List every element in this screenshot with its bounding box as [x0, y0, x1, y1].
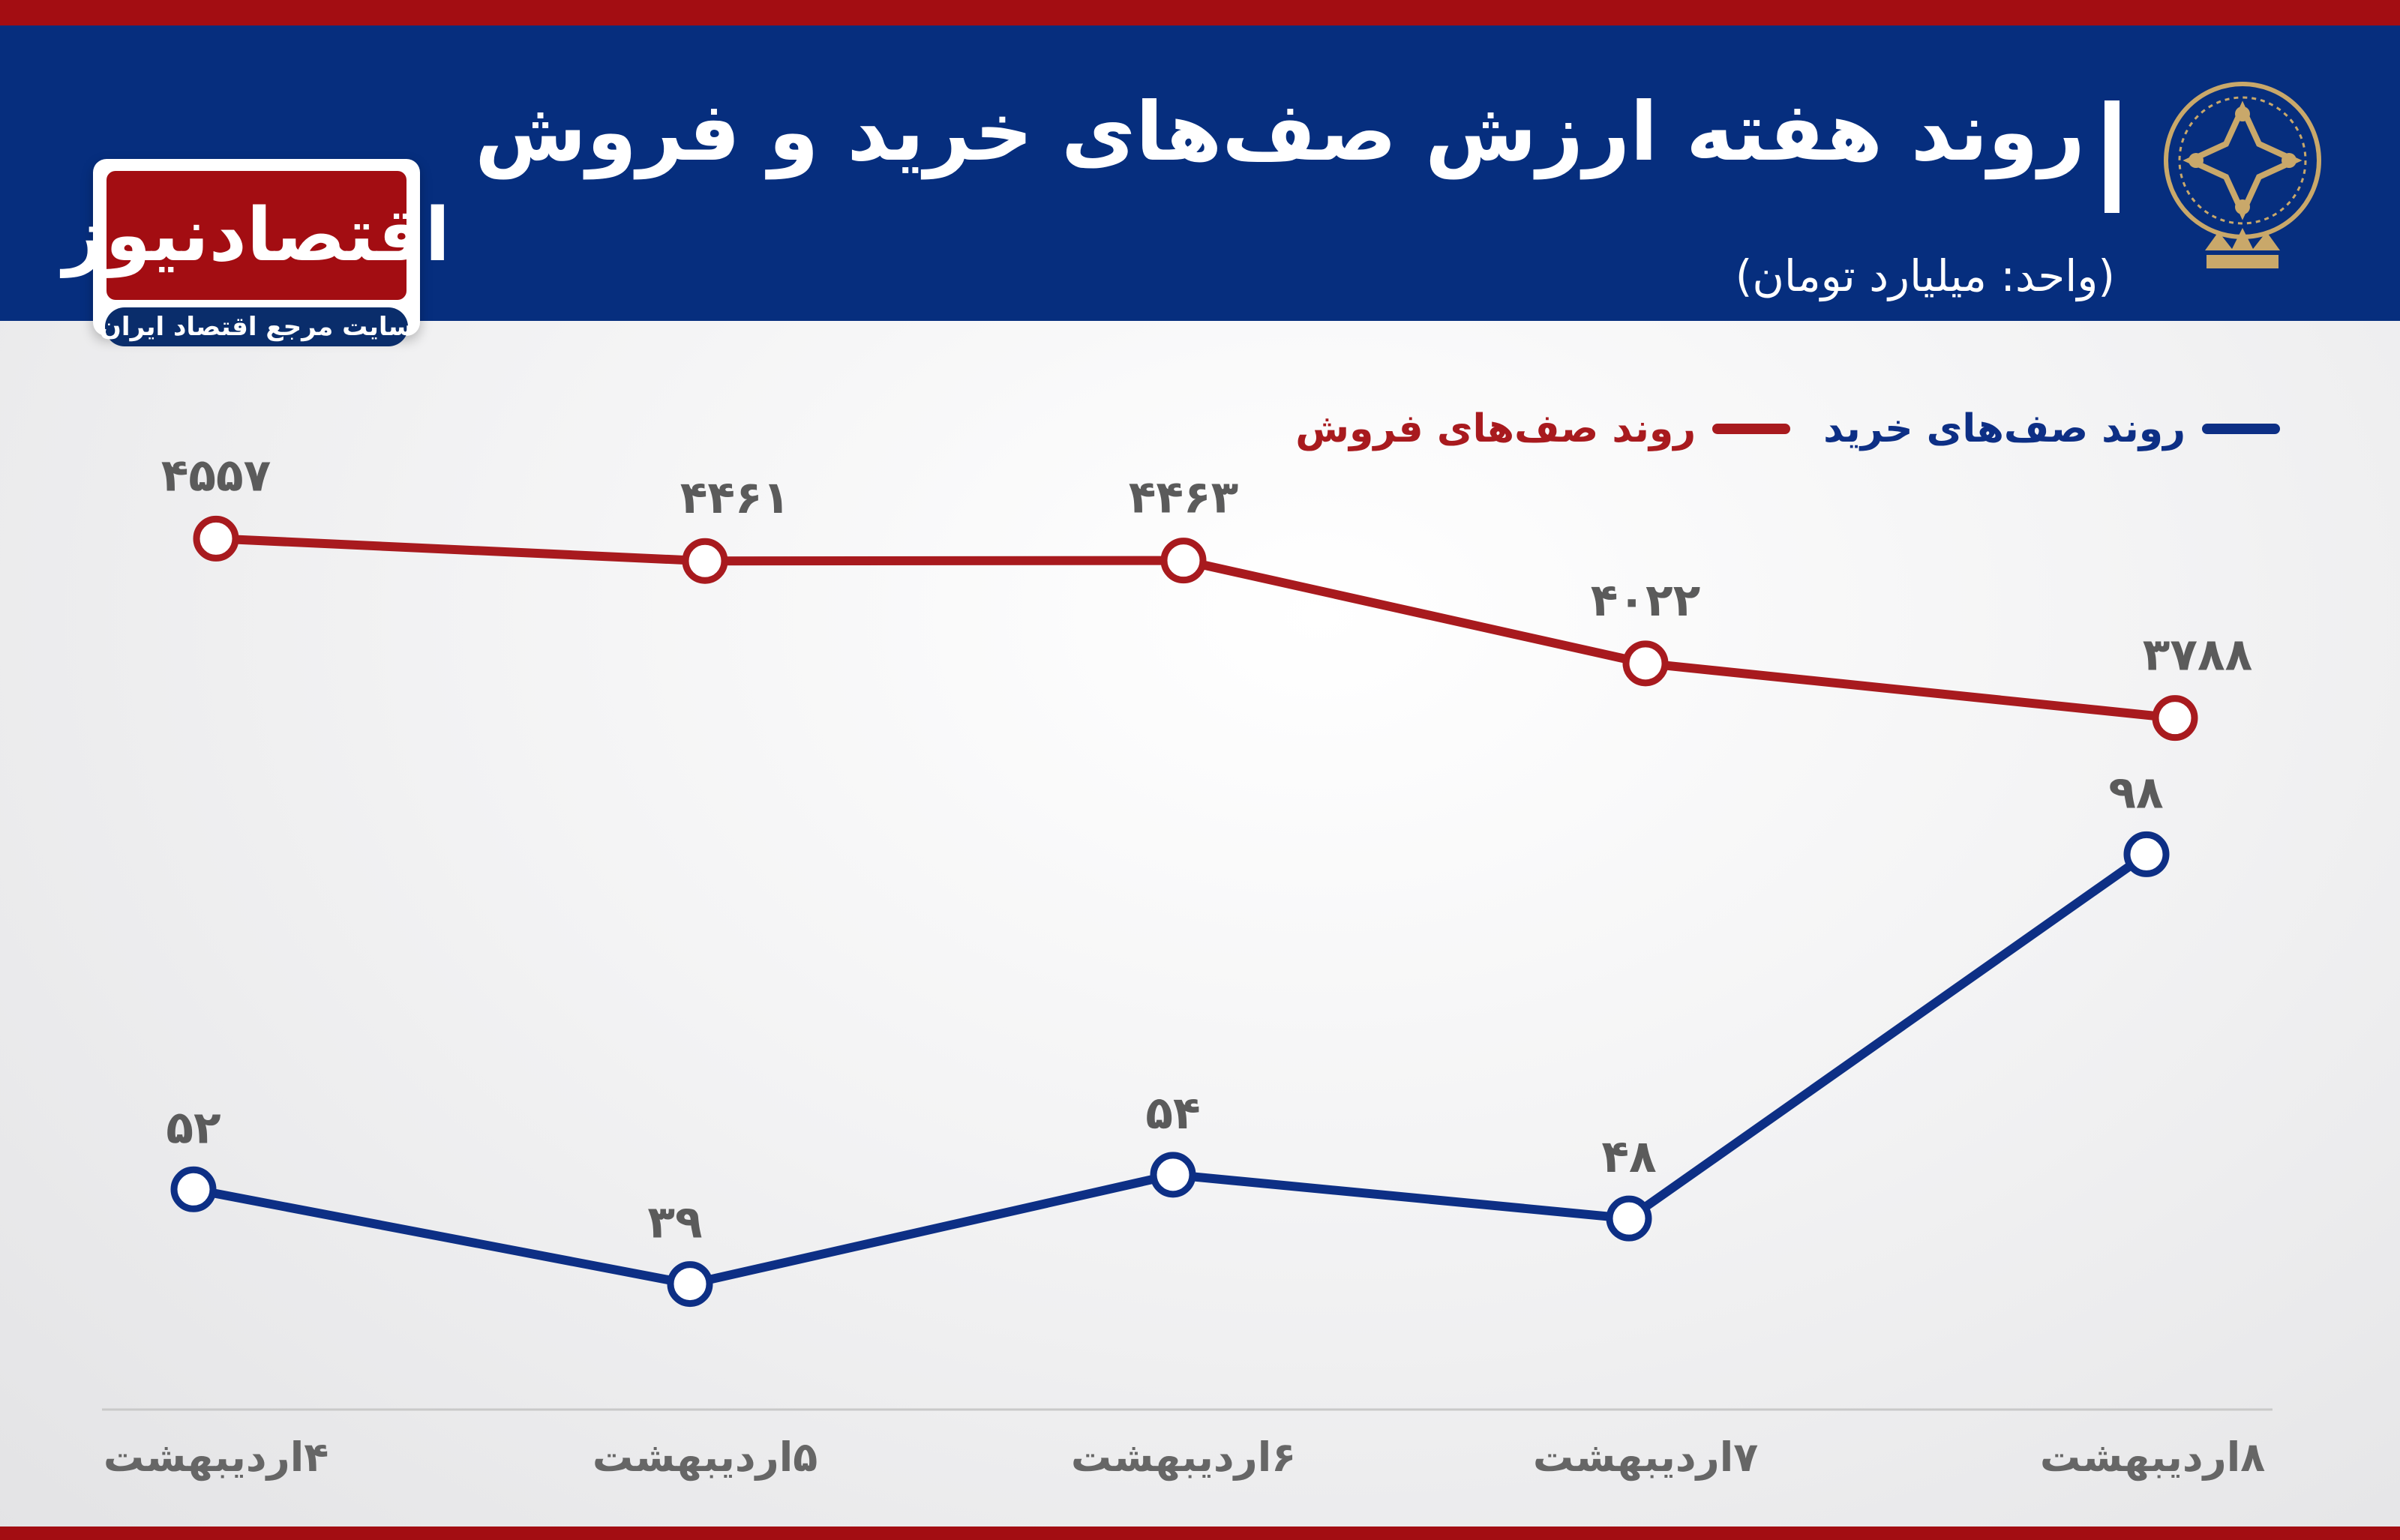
data-label: ۵۴ [1145, 1087, 1200, 1140]
data-point [2152, 695, 2198, 742]
data-point [170, 1166, 217, 1212]
data-label: ۹۸ [2108, 766, 2163, 819]
data-label: ۴۰۲۲ [1591, 574, 1700, 627]
brand-tagline: سایت مرجع اقتصاد ایران [100, 307, 413, 346]
data-label: ۵۲ [166, 1101, 220, 1154]
legend-item-buy: روند صف‌های خرید [1823, 406, 2280, 451]
data-point [2123, 831, 2170, 877]
unit-label: (واحد: میلیارد تومان) [1735, 250, 2115, 301]
data-label: ۴۸ [1601, 1131, 1656, 1183]
data-point [667, 1261, 713, 1308]
series-line [189, 849, 2151, 1289]
legend-swatch-sell [1712, 424, 1791, 434]
data-point [1150, 1152, 1196, 1198]
top-accent-stripe [0, 0, 2400, 25]
legend-swatch-buy [2202, 424, 2280, 434]
chart-legend: روند صف‌های خرید روند صف‌های فروش [1295, 399, 2280, 459]
x-tick-label: ۸اردیبهشت [2040, 1434, 2265, 1481]
data-point [682, 538, 728, 584]
legend-label-sell: روند صف‌های فروش [1295, 406, 1696, 451]
data-label: ۳۷۸۸ [2143, 629, 2252, 682]
x-tick-label: ۶اردیبهشت [1071, 1434, 1296, 1481]
data-label: ۴۵۵۷ [161, 449, 271, 502]
title-divider [2104, 100, 2120, 213]
data-point [193, 515, 239, 562]
brand-logo: اقتصادنیوز سایت مرجع اقتصاد ایران [63, 159, 450, 346]
x-tick-label: ۵اردیبهشت [592, 1434, 818, 1481]
bottom-accent-stripe [0, 1527, 2400, 1540]
data-point [1160, 538, 1207, 584]
data-point [1622, 640, 1669, 687]
x-tick-label: ۷اردیبهشت [1533, 1434, 1758, 1481]
x-tick-label: ۴اردیبهشت [104, 1434, 328, 1481]
data-point [1606, 1195, 1652, 1242]
legend-label-buy: روند صف‌های خرید [1823, 406, 2186, 451]
data-label: ۴۴۶۱ [680, 472, 790, 524]
legend-item-sell: روند صف‌های فروش [1295, 406, 1791, 451]
exchange-emblem-icon [2164, 82, 2321, 268]
data-label: ۳۹ [647, 1197, 702, 1249]
data-label: ۴۴۶۳ [1129, 472, 1238, 524]
page-title: روند هفته ارزش صف‌های خرید و فروش [475, 85, 2085, 179]
brand-wordmark: اقتصادنیوز [63, 171, 450, 300]
